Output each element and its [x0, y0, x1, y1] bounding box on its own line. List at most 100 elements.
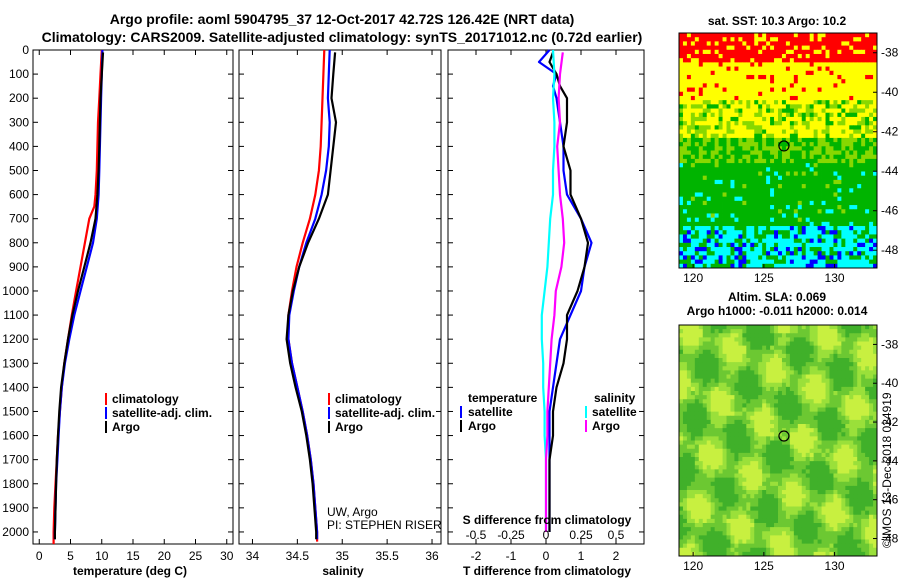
map-cell: [865, 171, 870, 177]
map-cell: [706, 133, 712, 139]
map-cell: [869, 158, 874, 164]
map-cell: [746, 366, 751, 371]
map-cell: [742, 461, 747, 466]
map-cell: [766, 154, 771, 160]
map-cell: [825, 217, 830, 223]
map-cell: [841, 158, 846, 164]
map-cell: [849, 461, 854, 466]
map-cell: [789, 192, 795, 198]
map-cell: [861, 415, 866, 421]
map-cell: [774, 366, 779, 371]
map-cell: [869, 242, 874, 248]
map-cell: [829, 436, 834, 441]
map-cell: [722, 184, 727, 189]
map-cell: [770, 251, 775, 256]
map-cell: [738, 66, 743, 72]
map-cell: [849, 184, 854, 189]
map-cell: [813, 45, 818, 51]
map-cell: [873, 436, 878, 441]
map-cell: [789, 154, 795, 160]
map-cell: [809, 163, 815, 168]
map-cell: [813, 399, 818, 404]
map-cell: [722, 263, 727, 269]
map-cell: [869, 358, 874, 363]
map-cell: [710, 325, 716, 330]
map-cell: [873, 188, 878, 193]
map-cell: [849, 452, 854, 458]
map-cell: [682, 100, 688, 105]
map-cell: [746, 403, 751, 408]
map-cell: [746, 386, 751, 392]
map-cell: [845, 217, 850, 223]
map-cell: [789, 53, 795, 59]
map-cell: [865, 221, 870, 227]
map-cell: [785, 154, 791, 160]
map-cell: [694, 263, 700, 269]
map-cell: [710, 133, 716, 139]
map-cell: [679, 407, 684, 413]
map-cell: [841, 382, 846, 388]
map-cell: [778, 444, 783, 450]
map-cell: [869, 230, 874, 235]
map-cell: [797, 386, 803, 392]
map-cell: [706, 192, 712, 198]
map-cell: [682, 112, 688, 118]
map-cell: [861, 477, 866, 483]
map-cell: [821, 200, 826, 206]
map-cell: [738, 137, 743, 143]
map-cell: [679, 230, 684, 235]
map-cell: [730, 209, 735, 214]
map-cell: [702, 104, 708, 109]
map-cell: [682, 62, 688, 67]
map-cell: [789, 116, 795, 122]
map-cell: [841, 337, 846, 342]
map-cell: [754, 353, 759, 359]
map-cell: [742, 341, 747, 347]
map-cell: [793, 66, 799, 72]
map-cell: [785, 461, 791, 466]
map-cell: [694, 196, 700, 202]
map-cell: [821, 436, 826, 441]
map-cell: [710, 465, 716, 470]
map-cell: [754, 432, 759, 437]
map-cell: [758, 91, 763, 97]
map-cell: [845, 255, 850, 261]
map-cell: [734, 353, 739, 359]
map-cell: [770, 242, 775, 248]
map-cell: [746, 345, 751, 351]
map-cell: [829, 213, 834, 219]
map-cell: [801, 184, 807, 189]
map-cell: [679, 108, 684, 114]
map-cell: [738, 33, 743, 38]
map-cell: [821, 79, 826, 84]
map-cell: [706, 209, 712, 214]
map-cell: [809, 150, 815, 156]
map-cell: [714, 121, 719, 126]
map-cell: [698, 415, 704, 421]
map-cell: [873, 457, 878, 462]
map-cell: [718, 424, 723, 429]
map-cell: [694, 353, 700, 359]
map-cell: [742, 432, 747, 437]
map-cell: [706, 175, 712, 181]
map-cell: [694, 188, 700, 193]
map-cell: [793, 121, 799, 126]
map-cell: [873, 137, 878, 143]
map-cell: [690, 403, 696, 408]
map-cell: [789, 158, 795, 164]
map-cell: [869, 469, 874, 474]
map-cell: [801, 83, 807, 88]
map-cell: [861, 465, 866, 470]
map-cell: [849, 62, 854, 67]
map-cell: [726, 112, 731, 118]
map-cell: [770, 33, 775, 38]
map-cell: [845, 452, 850, 458]
s-diff-tick-label: 0.5: [608, 528, 625, 542]
map-cell: [805, 226, 811, 231]
map-cell: [698, 399, 704, 404]
map-cell: [726, 121, 731, 126]
map-cell: [690, 349, 696, 355]
map-cell: [730, 440, 735, 446]
map-cell: [865, 116, 870, 122]
map-cell: [722, 121, 727, 126]
